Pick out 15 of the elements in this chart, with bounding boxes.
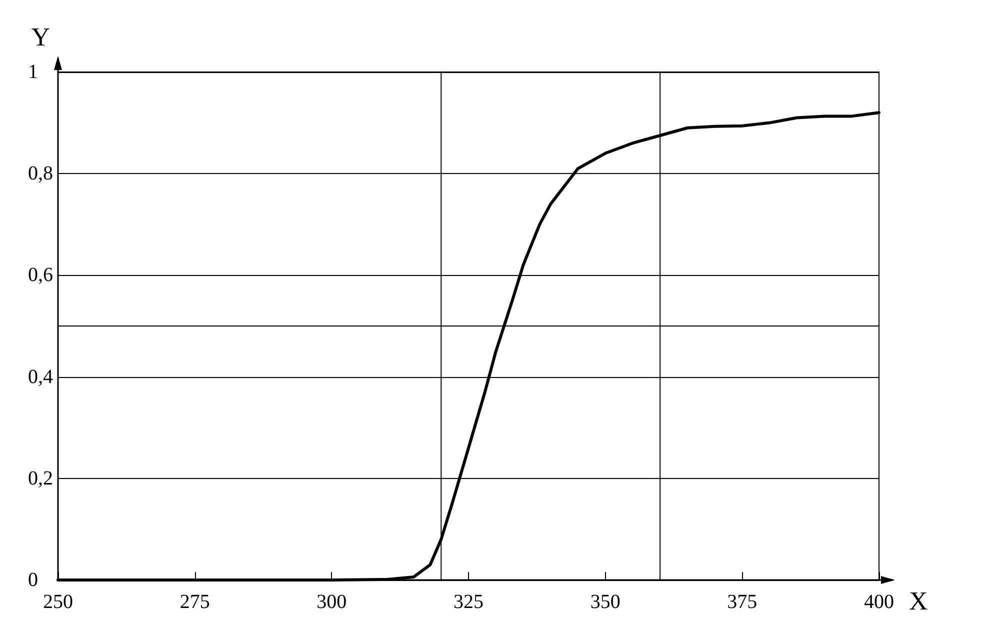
x-tick-label: 250 — [43, 591, 73, 613]
x-tick-label: 400 — [864, 591, 894, 613]
x-tick-label: 325 — [454, 591, 484, 613]
y-tick-label: 0,8 — [28, 162, 53, 185]
y-tick-label: 0,4 — [28, 366, 53, 388]
x-axis-title: X — [909, 586, 928, 616]
y-tick-label: 1 — [28, 61, 38, 83]
x-tick-label: 350 — [590, 591, 620, 613]
y-tick-label: 0 — [28, 569, 38, 591]
y-tick-label: 0,2 — [28, 467, 53, 490]
y-axis-title: Y — [31, 22, 50, 52]
x-tick-label: 275 — [180, 591, 210, 613]
x-tick-label: 375 — [727, 591, 758, 613]
x-tick-label: 300 — [316, 591, 347, 613]
y-tick-label: 0,6 — [28, 264, 53, 286]
